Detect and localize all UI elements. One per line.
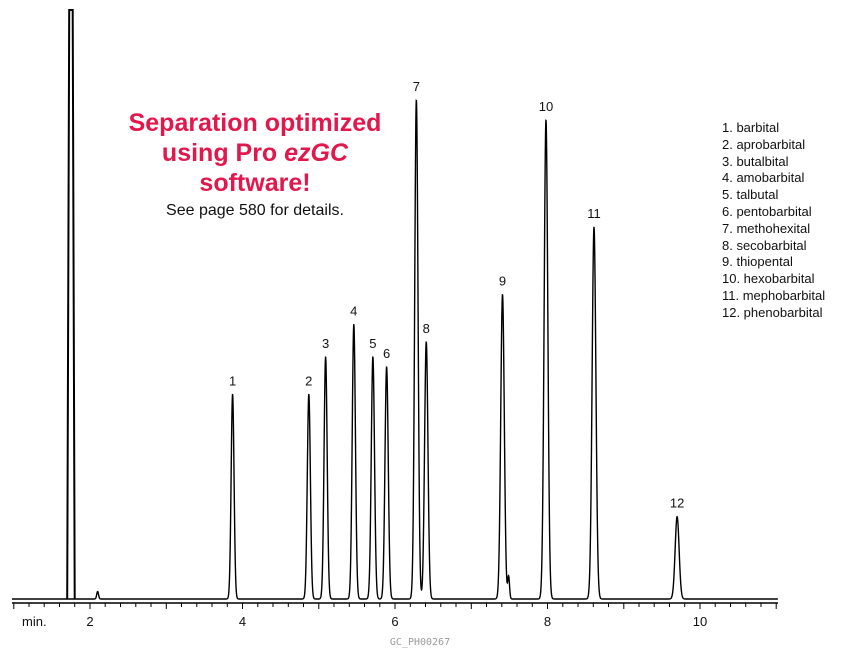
legend-item: 12. phenobarbital — [722, 304, 823, 320]
legend: 1. barbital 2. aprobarbital 3. butalbita… — [722, 120, 825, 322]
peak-label: 10 — [539, 99, 553, 114]
promo-callout: Separation optimized using Pro ezGC soft… — [70, 108, 440, 222]
peak-label: 8 — [423, 321, 430, 336]
x-axis-label: min. — [22, 614, 47, 629]
peak-label: 7 — [413, 79, 420, 94]
peak-label: 4 — [350, 304, 357, 319]
x-tick-label: 8 — [544, 614, 551, 629]
promo-headline-line-3: software! — [199, 169, 311, 197]
legend-item: 9. thiopental — [722, 254, 793, 270]
peak-label: 9 — [499, 274, 506, 289]
legend-item: 8. secobarbital — [722, 237, 807, 253]
legend-item: 2. aprobarbital — [722, 136, 806, 152]
peak-label: 5 — [369, 336, 376, 351]
x-tick-label: 4 — [239, 614, 246, 629]
legend-item: 11. mephobarbital — [722, 287, 826, 303]
x-tick-label: 2 — [86, 614, 93, 629]
peak-label: 12 — [670, 496, 684, 511]
solvent-front-peak — [66, 9, 76, 600]
peak-label: 1 — [229, 373, 236, 388]
promo-subtext: See page 580 for details. — [166, 202, 344, 219]
chromatogram-trace — [12, 99, 778, 600]
peak-label: 11 — [587, 206, 601, 221]
legend-item: 7. methohexital — [722, 220, 811, 236]
peak-label: 2 — [305, 373, 312, 388]
promo-headline-line-1: Separation optimized — [128, 109, 382, 137]
legend-item: 6. pentobarbital — [722, 203, 812, 219]
figure-code: GC_PH00267 — [389, 637, 451, 648]
legend-item: 1. barbital — [722, 120, 780, 135]
peak-label: 6 — [383, 346, 390, 361]
promo-headline-line-2-text: using Pro — [161, 139, 285, 167]
legend-item: 4. amobarbital — [722, 170, 805, 186]
x-tick-label: 10 — [693, 614, 707, 629]
trace-layer — [12, 9, 778, 600]
x-axis: 2 4 6 8 10 min. — [12, 602, 778, 629]
promo-headline-software-name: ezGC — [284, 139, 349, 167]
legend-item: 10. hexobarbital — [722, 271, 815, 287]
x-tick-label: 6 — [391, 614, 398, 629]
legend-item: 5. talbutal — [722, 187, 779, 203]
promo-headline-line-2: using Pro ezGC — [70, 138, 440, 168]
promo-headline: Separation optimized using Pro ezGC soft… — [70, 108, 440, 198]
legend-item: 3. butalbital — [722, 153, 789, 169]
peak-label: 3 — [322, 336, 329, 351]
